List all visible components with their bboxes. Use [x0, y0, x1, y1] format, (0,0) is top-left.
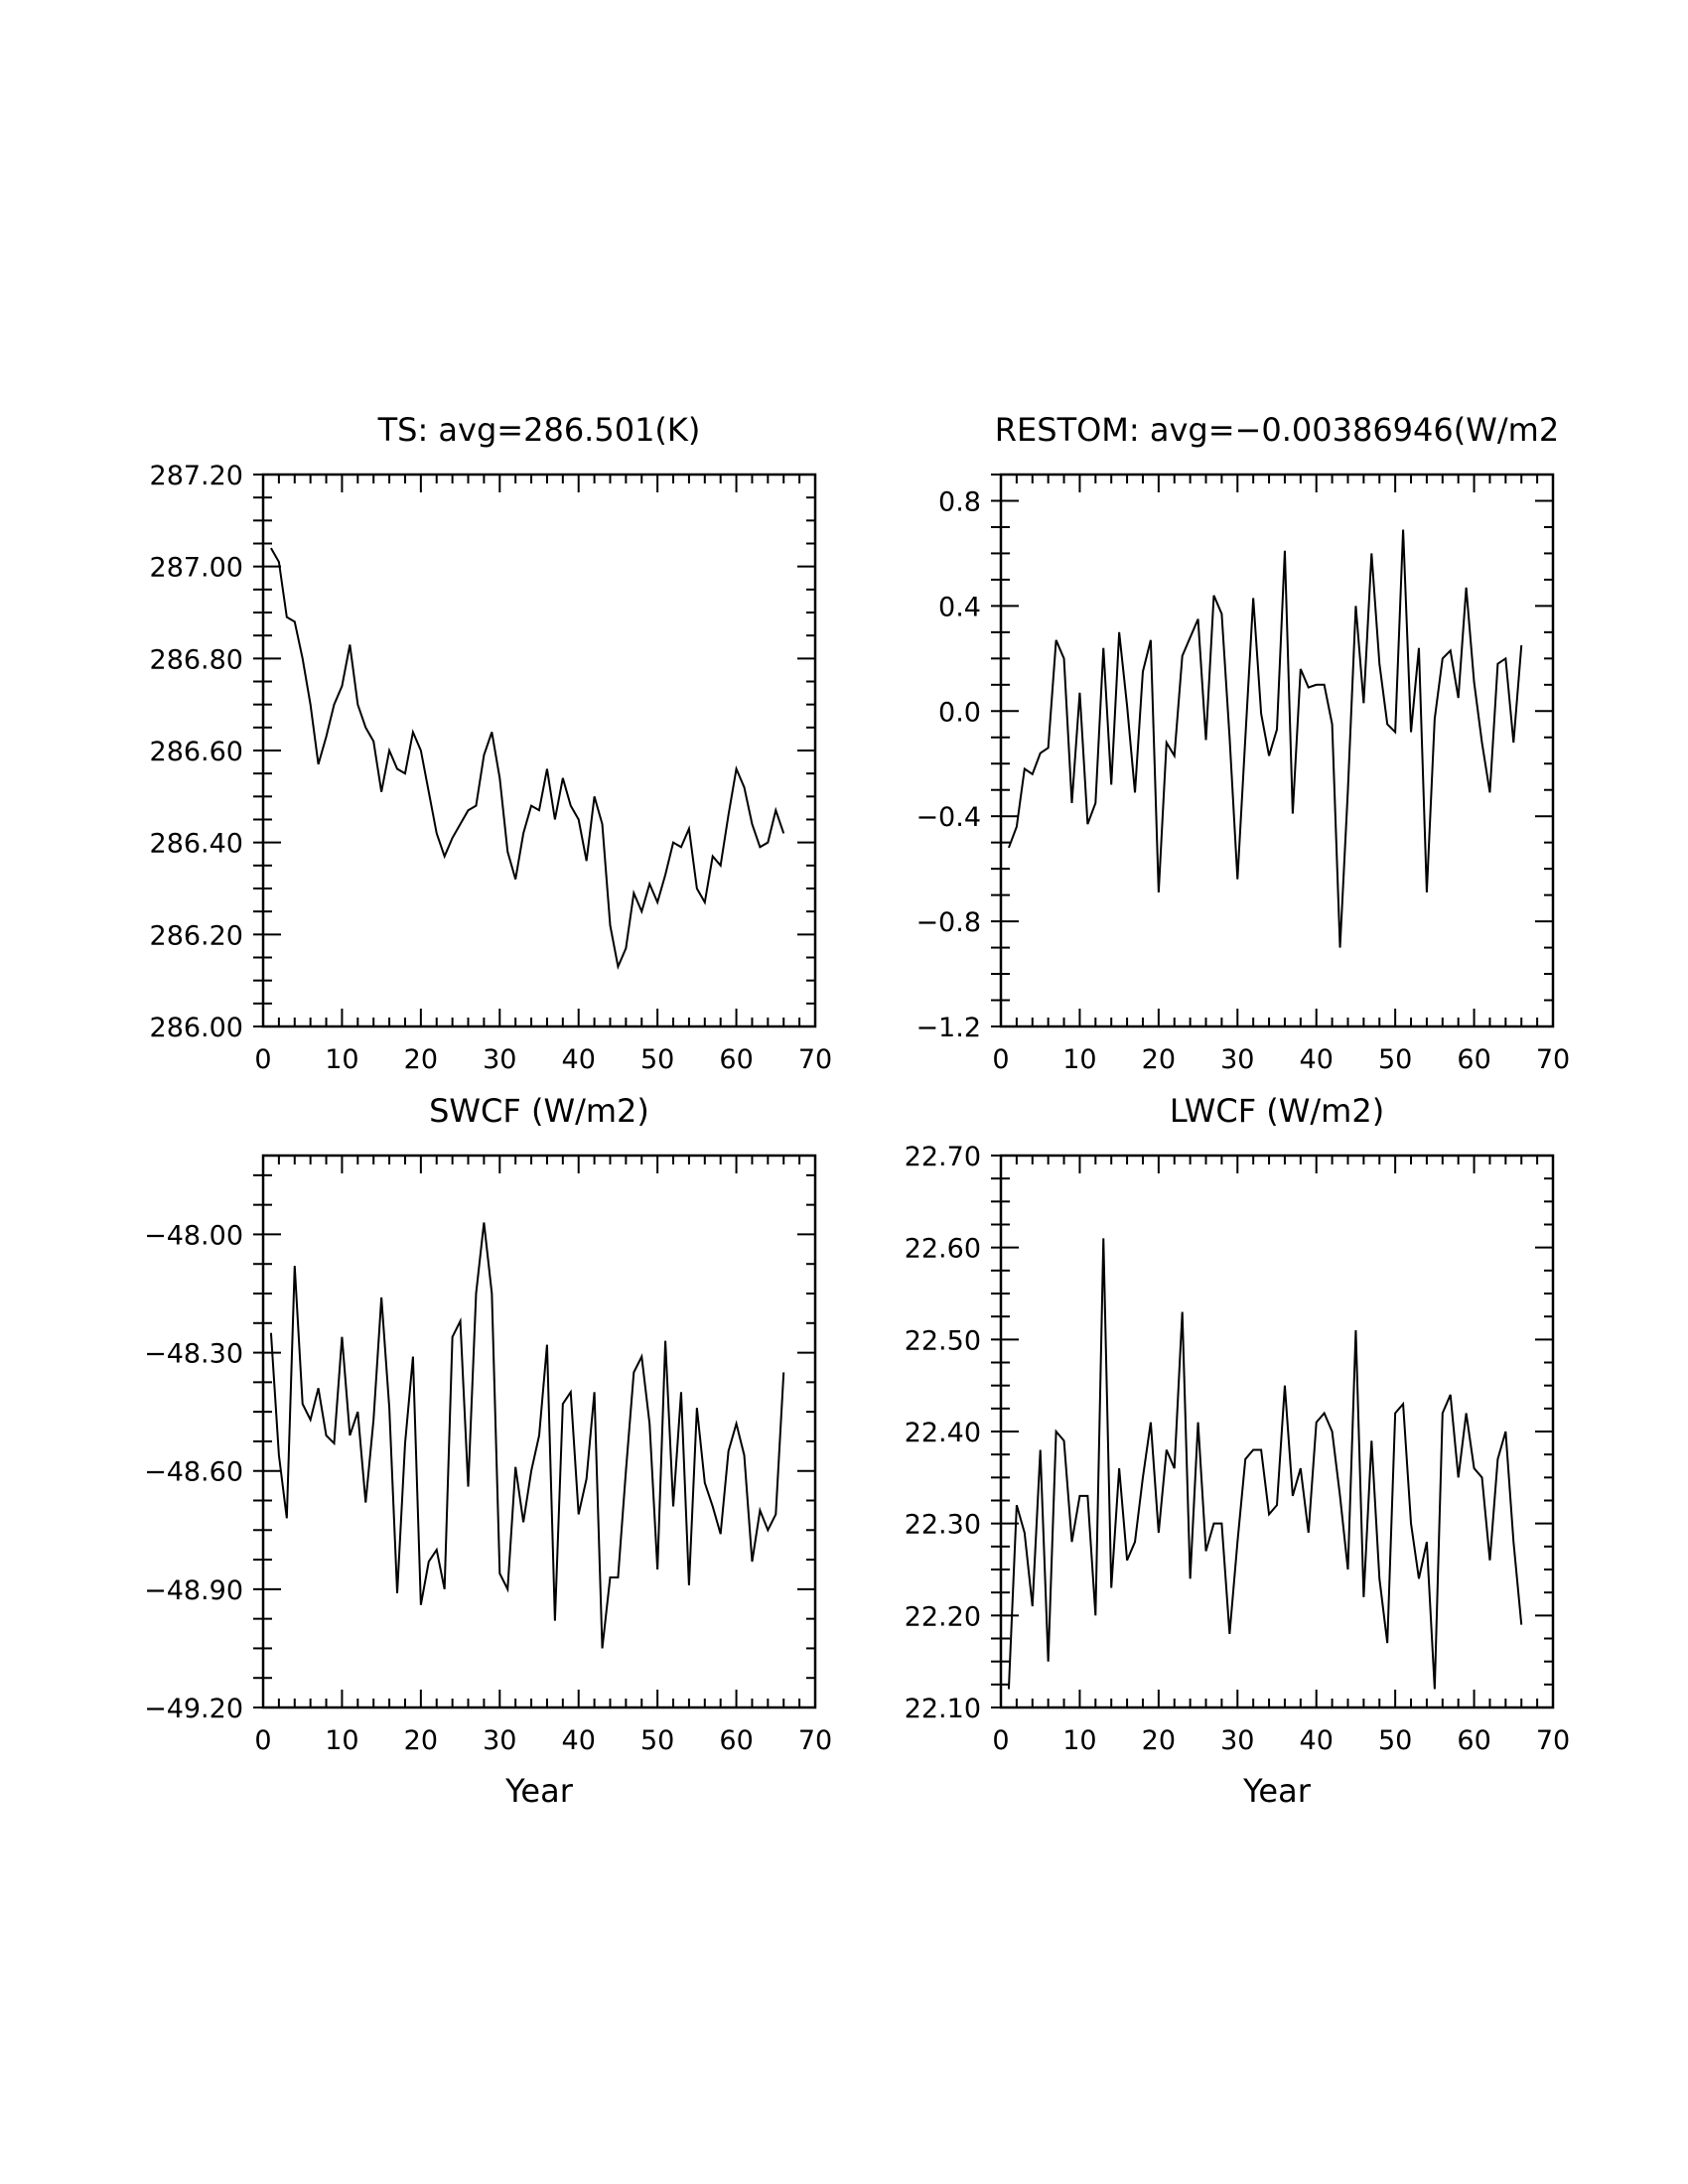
y-tick-label: 22.30	[905, 1510, 981, 1541]
y-tick-label: 286.80	[150, 644, 243, 675]
y-tick-label: −0.4	[915, 802, 981, 833]
x-tick-label: 0	[254, 1725, 271, 1756]
x-tick-label: 50	[640, 1044, 674, 1075]
panel-ts: TS: avg=286.501(K) 0 10 20 30 40 50 60 70 286.0…	[150, 411, 833, 1075]
x-tick-labels: 0 10 20 30 40 50 60 70	[992, 1725, 1570, 1756]
x-tick-label: 10	[1062, 1725, 1096, 1756]
y-tick-label: 22.10	[905, 1694, 981, 1724]
x-tick-label: 20	[404, 1725, 438, 1756]
y-tick-label: −48.30	[144, 1339, 243, 1370]
data-line	[270, 547, 785, 971]
x-tick-label: 20	[1142, 1725, 1176, 1756]
x-tick-label: 70	[798, 1044, 832, 1075]
y-tick-label: 22.40	[905, 1418, 981, 1448]
y-tick-label: 22.50	[905, 1325, 981, 1356]
y-tick-label: 287.20	[150, 461, 243, 491]
x-axis-label: Year	[504, 1772, 574, 1810]
y-tick-label: 22.60	[905, 1234, 981, 1265]
y-tick-label: 286.60	[150, 737, 243, 767]
y-tick-label: −48.00	[144, 1220, 243, 1251]
plot-frame	[999, 473, 1555, 1028]
y-tick-label: 0.4	[938, 592, 981, 622]
y-tick-label: −0.8	[915, 907, 981, 938]
y-tick-label: −48.90	[144, 1575, 243, 1606]
x-tick-label: 0	[992, 1044, 1009, 1075]
panel-lwcf: LWCF (W/m2) 0 10 20 30 40 50 60 70 22.1022.2022…	[905, 1092, 1570, 1810]
y-tick-label: 287.00	[150, 553, 243, 584]
x-tick-labels: 0 10 20 30 40 50 60 70	[254, 1725, 832, 1756]
y-tick-label: −1.2	[915, 1013, 981, 1043]
x-tick-label: 60	[1457, 1044, 1490, 1075]
y-tick-labels: 22.10 22.20 22.30 22.40 22.50 22.60 22.70	[905, 1142, 981, 1724]
x-tick-labels: 0 10 20 30 40 50 60 70	[254, 1044, 832, 1075]
y-tick-label: 286.00	[150, 1013, 243, 1043]
plot-frame	[261, 473, 817, 1028]
x-tick-label: 20	[1142, 1044, 1176, 1075]
x-tick-label: 60	[719, 1725, 753, 1756]
x-tick-label: 10	[1062, 1044, 1096, 1075]
y-tick-label: 0.8	[938, 486, 981, 517]
x-tick-label: 30	[1220, 1044, 1254, 1075]
panel-title: RESTOM: avg=−0.00386946(W/m2	[995, 411, 1559, 449]
plot-frame	[999, 1154, 1555, 1709]
x-tick-label: 40	[1300, 1044, 1334, 1075]
x-tick-label: 70	[1536, 1044, 1570, 1075]
y-tick-label: 22.20	[905, 1601, 981, 1632]
x-tick-label: 0	[992, 1725, 1009, 1756]
x-tick-label: 40	[562, 1725, 596, 1756]
y-tick-label: 22.70	[905, 1142, 981, 1172]
x-tick-label: 20	[404, 1044, 438, 1075]
x-tick-label: 30	[1220, 1725, 1254, 1756]
y-tick-labels: −1.2 −0.8 −0.4 0.0 0.4 0.8	[915, 486, 981, 1043]
x-tick-labels: 0 10 20 30 40 50 60 70	[992, 1044, 1570, 1075]
x-tick-label: 50	[1378, 1044, 1412, 1075]
x-tick-label: 10	[325, 1725, 358, 1756]
x-tick-label: 30	[483, 1725, 516, 1756]
panel-title: TS: avg=286.501(K)	[377, 411, 701, 449]
x-tick-label: 40	[1300, 1725, 1334, 1756]
x-tick-label: 70	[798, 1725, 832, 1756]
x-axis-label: Year	[1242, 1772, 1312, 1810]
x-tick-label: 50	[1378, 1725, 1412, 1756]
x-tick-label: 10	[325, 1044, 358, 1075]
x-tick-label: 0	[254, 1044, 271, 1075]
y-tick-label: 0.0	[938, 697, 981, 728]
y-tick-label: −48.60	[144, 1457, 243, 1488]
y-tick-labels: 286.00 286.20 286.40 286.60 286.80 287.00 287.…	[150, 461, 243, 1043]
x-tick-label: 60	[1457, 1725, 1490, 1756]
panel-swcf: SWCF (W/m2) 0 10 20 30 40 50 60 70 −49.20 −48.90…	[144, 1092, 832, 1810]
data-line	[1007, 1238, 1523, 1690]
y-tick-labels: −49.20 −48.90 −48.60 −48.30 −48.00	[144, 1220, 243, 1724]
data-line	[1008, 529, 1523, 948]
y-tick-label: 286.40	[150, 829, 243, 860]
x-tick-label: 70	[1536, 1725, 1570, 1756]
panel-restom: RESTOM: avg=−0.00386946(W/m2 0 10 20 30 40 50…	[915, 411, 1570, 1075]
data-line	[269, 1222, 785, 1649]
x-tick-label: 40	[562, 1044, 596, 1075]
y-tick-label: −49.20	[144, 1694, 243, 1724]
x-tick-label: 50	[640, 1725, 674, 1756]
plot-frame	[261, 1154, 817, 1709]
panel-title: SWCF (W/m2)	[429, 1092, 649, 1130]
panel-title: LWCF (W/m2)	[1170, 1092, 1384, 1130]
x-tick-label: 60	[719, 1044, 753, 1075]
y-tick-label: 286.20	[150, 920, 243, 951]
x-tick-label: 30	[483, 1044, 516, 1075]
